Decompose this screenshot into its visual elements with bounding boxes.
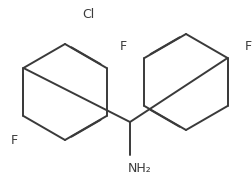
Text: F: F xyxy=(10,134,17,147)
Text: F: F xyxy=(119,40,127,52)
Text: F: F xyxy=(244,40,251,52)
Text: Cl: Cl xyxy=(82,8,94,21)
Text: NH₂: NH₂ xyxy=(128,162,151,175)
